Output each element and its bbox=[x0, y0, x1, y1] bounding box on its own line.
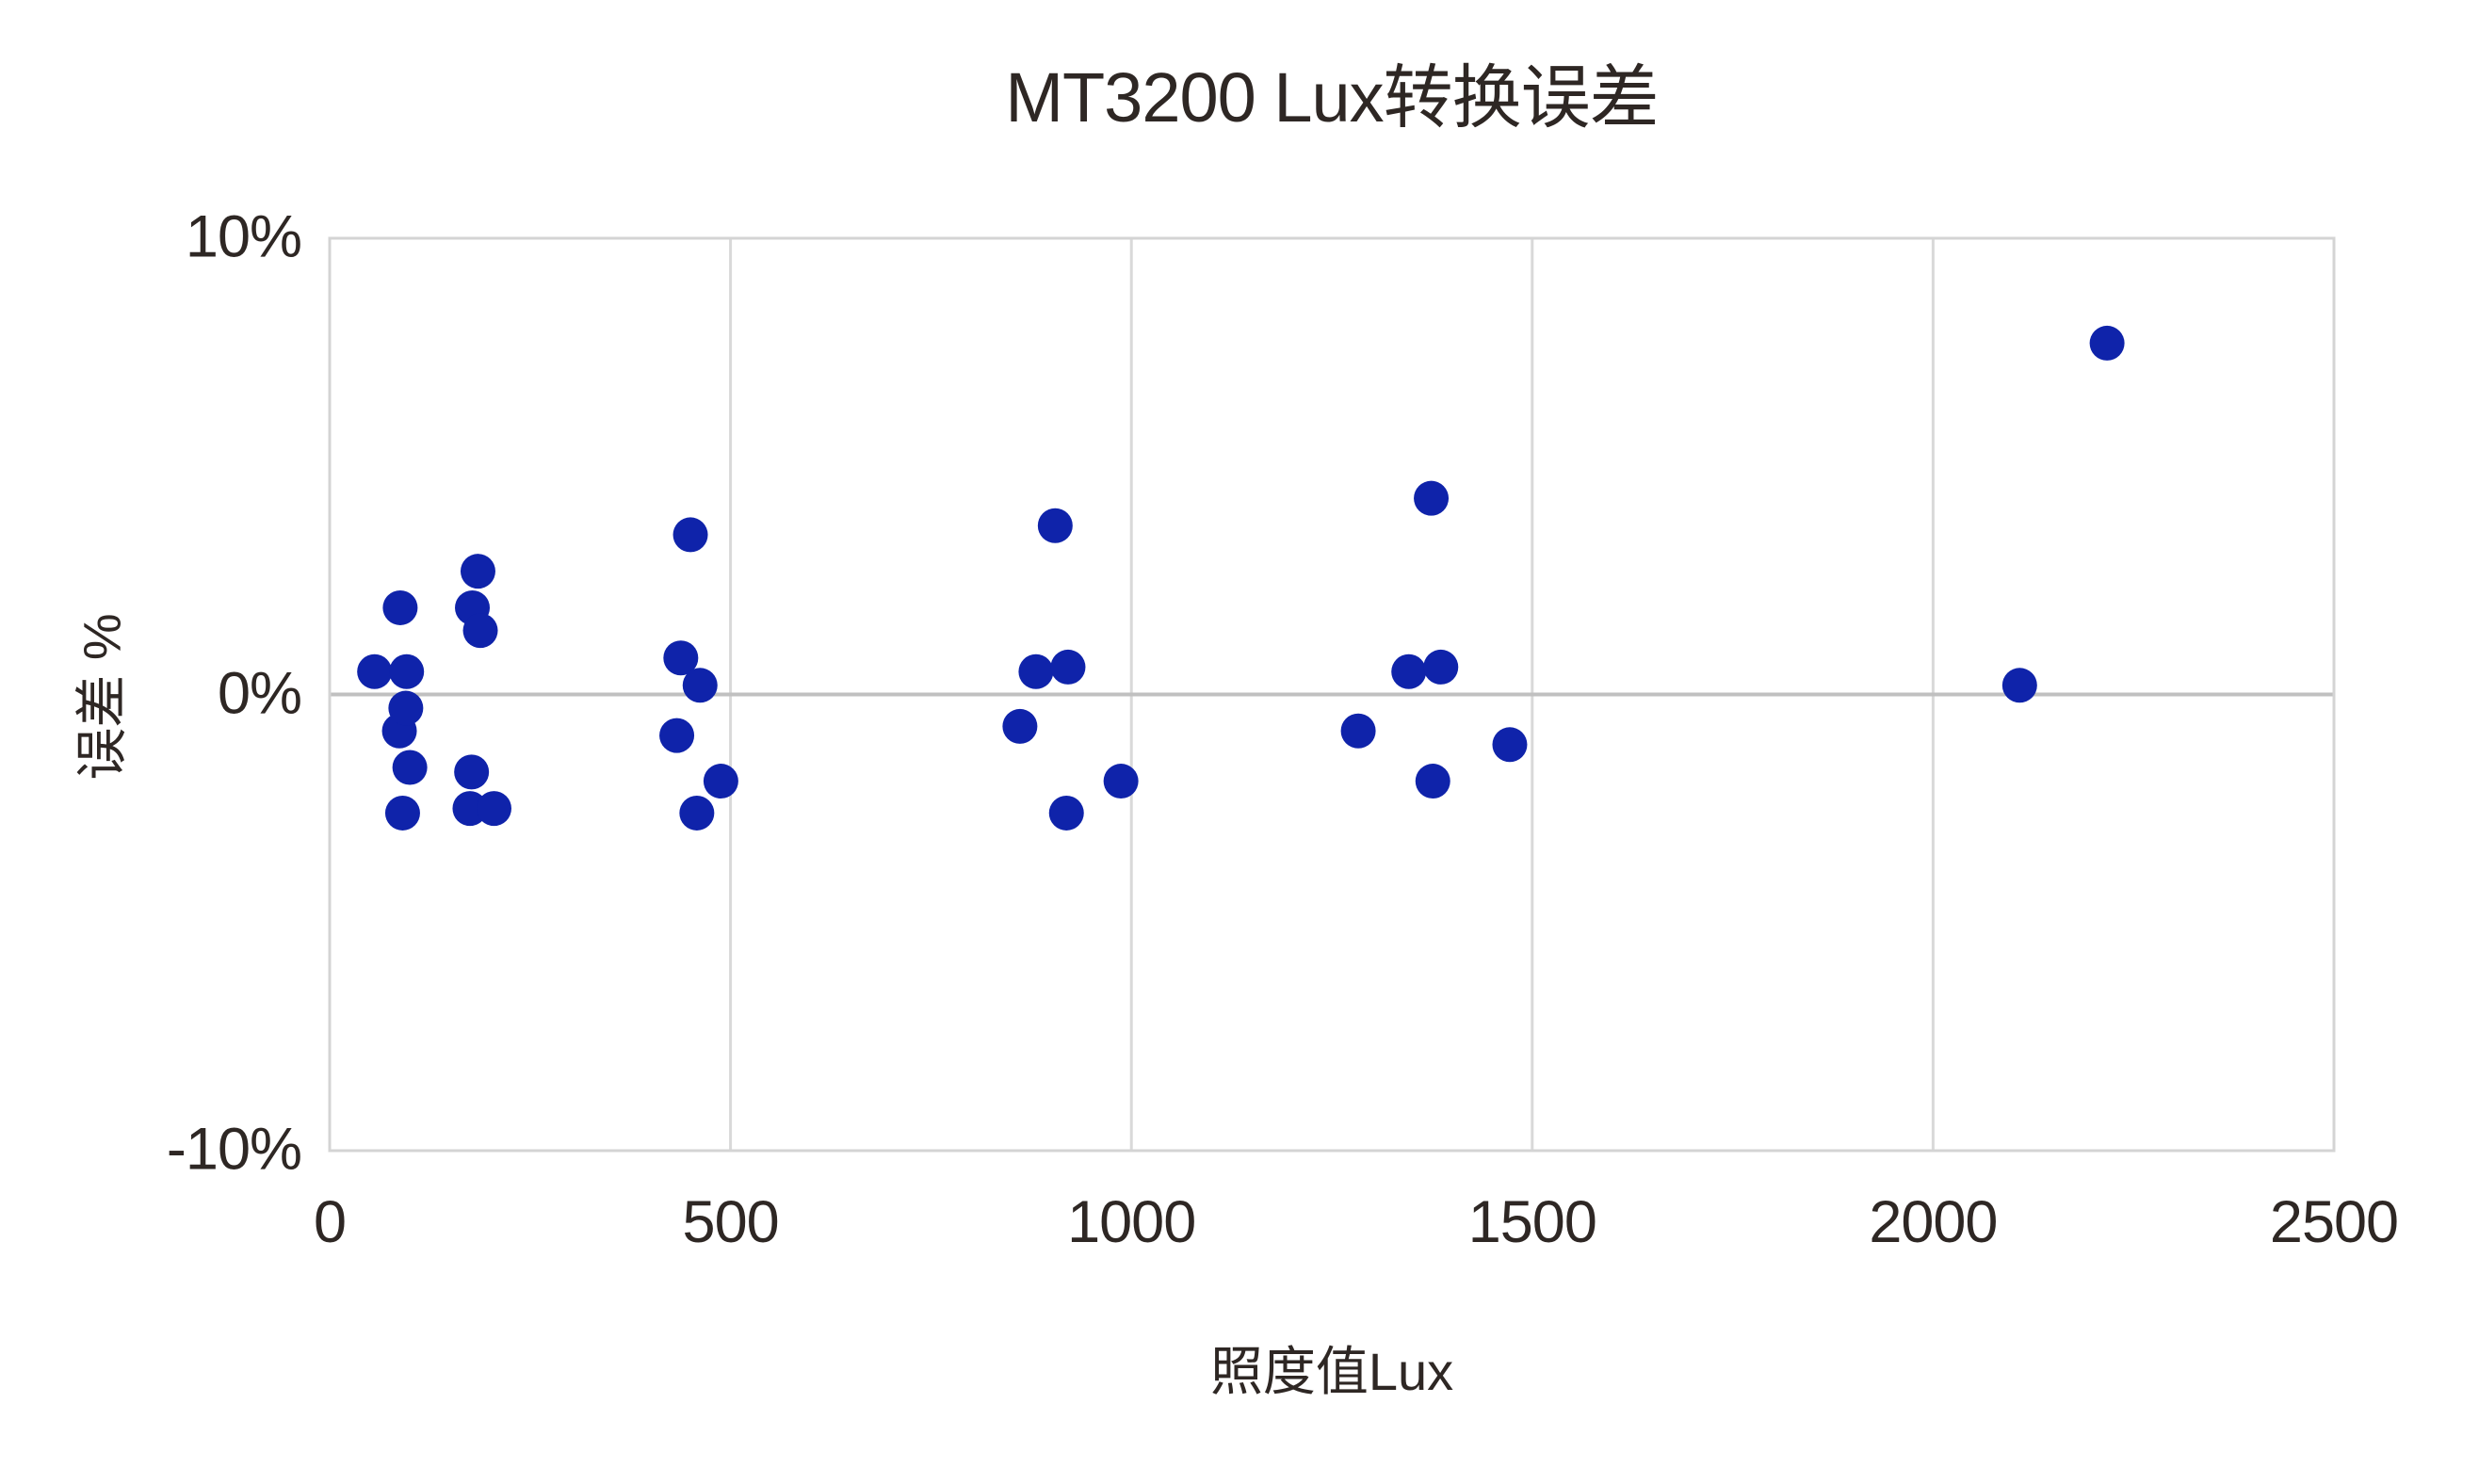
data-point bbox=[476, 791, 511, 827]
data-point bbox=[1391, 653, 1427, 689]
data-point bbox=[1423, 649, 1459, 685]
x-tick-label: 2500 bbox=[2269, 1189, 2399, 1255]
x-tick-label: 0 bbox=[313, 1189, 347, 1255]
data-point bbox=[392, 750, 428, 785]
data-point bbox=[1050, 649, 1086, 685]
data-point bbox=[682, 668, 718, 703]
x-tick-label: 1000 bbox=[1067, 1189, 1196, 1255]
data-point bbox=[1103, 764, 1139, 799]
y-tick-label: 0% bbox=[217, 660, 302, 727]
plot-border bbox=[328, 236, 2336, 1153]
data-point bbox=[452, 791, 488, 827]
data-point bbox=[672, 517, 708, 553]
data-point bbox=[357, 653, 393, 689]
data-point bbox=[2089, 325, 2125, 361]
y-tick-label: 10% bbox=[185, 203, 302, 270]
data-point bbox=[1340, 713, 1376, 749]
chart-title: MT3200 Lux转换误差 bbox=[1005, 58, 1659, 137]
x-tick-label: 1500 bbox=[1467, 1189, 1597, 1255]
data-point bbox=[703, 764, 738, 799]
data-point bbox=[2001, 668, 2037, 703]
data-point bbox=[679, 795, 715, 831]
data-point bbox=[462, 613, 498, 649]
y-tick-label: -10% bbox=[166, 1116, 302, 1183]
x-tick-label: 500 bbox=[682, 1189, 780, 1255]
data-point bbox=[1414, 480, 1450, 516]
data-point bbox=[454, 754, 490, 790]
data-point bbox=[1037, 508, 1073, 543]
data-point bbox=[1048, 795, 1084, 831]
data-point bbox=[1018, 653, 1054, 689]
data-point bbox=[1492, 727, 1528, 763]
x-tick-label: 2000 bbox=[1869, 1189, 1998, 1255]
data-point bbox=[1415, 764, 1450, 799]
data-point bbox=[460, 554, 495, 589]
data-point bbox=[389, 653, 425, 689]
data-point bbox=[659, 718, 695, 753]
data-point bbox=[1002, 708, 1038, 744]
data-point bbox=[382, 589, 418, 625]
data-point bbox=[663, 640, 699, 676]
x-axis-title: 照度值Lux bbox=[1209, 1342, 1454, 1401]
data-point bbox=[384, 795, 420, 831]
data-point bbox=[388, 690, 424, 726]
